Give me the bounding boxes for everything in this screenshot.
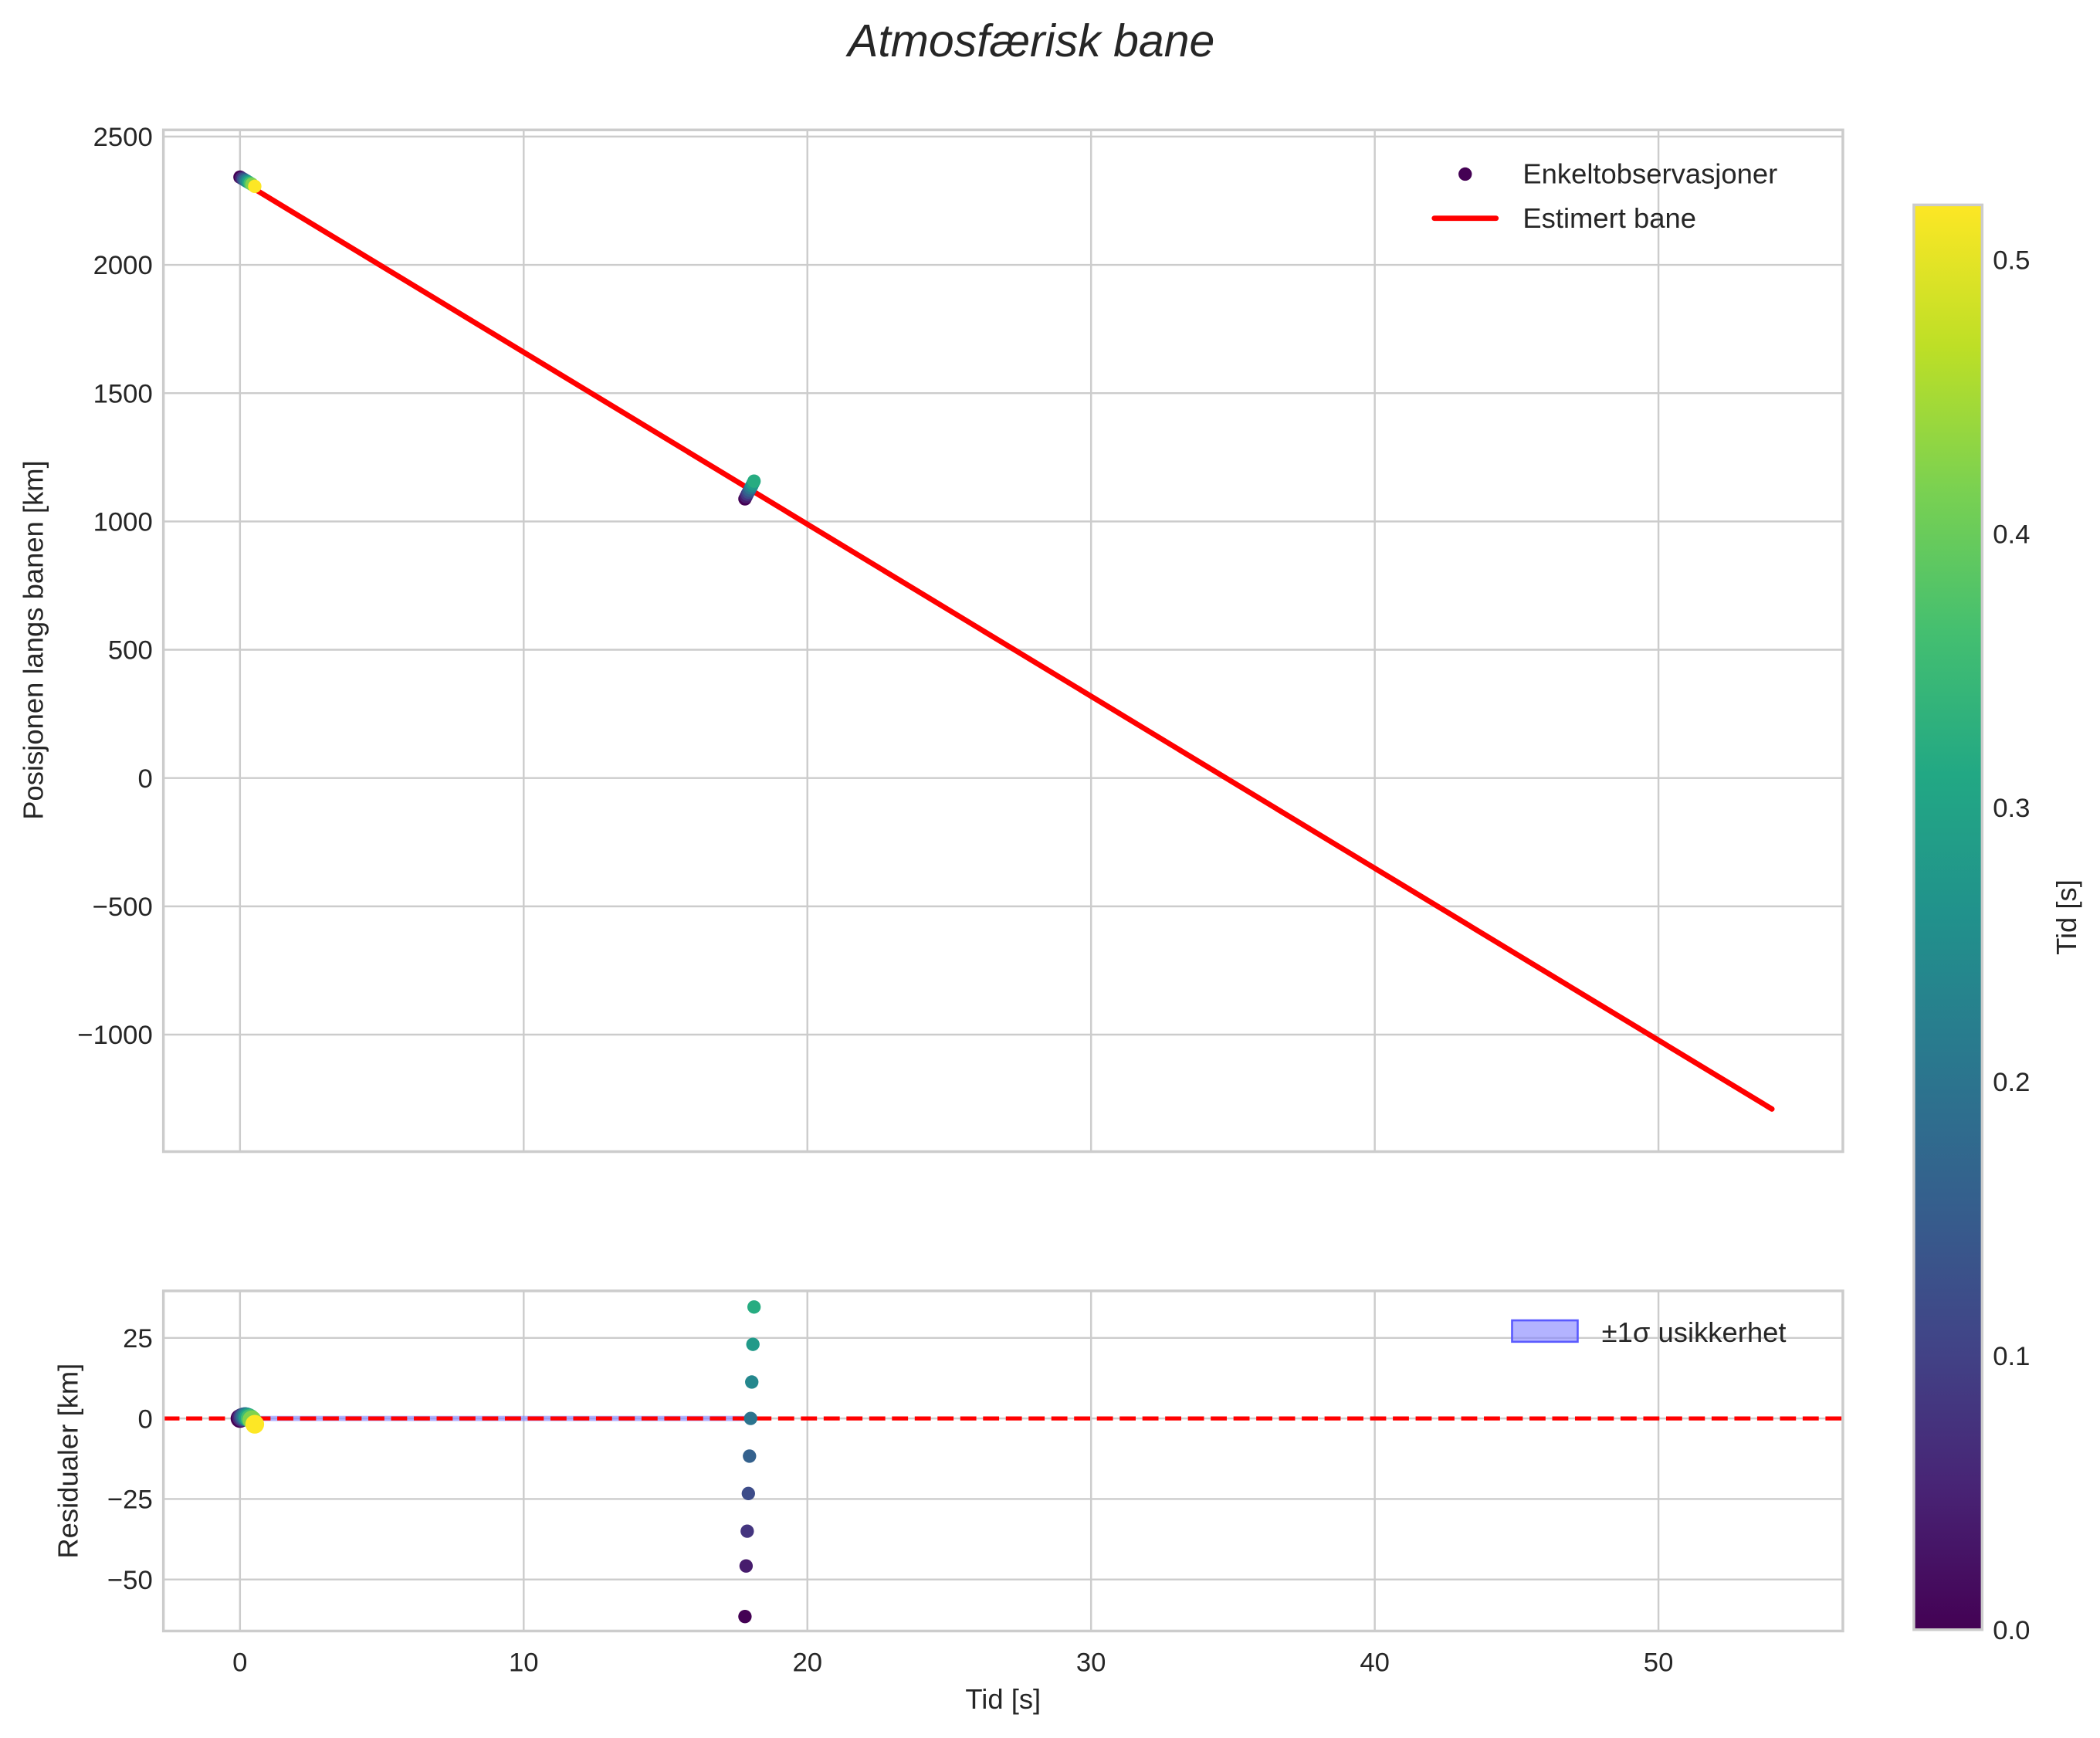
colorbar-tick-label: 0.1 — [1993, 1342, 2030, 1371]
legend-label-estimated: Estimert bane — [1522, 202, 1696, 234]
y-tick-label: 500 — [108, 636, 153, 666]
legend-label-uncertainty: ±1σ usikkerhet — [1602, 1316, 1787, 1348]
residual-point — [738, 1610, 752, 1624]
x-ticks: 0 10 20 30 40 50 — [232, 1648, 1673, 1677]
residual-points — [230, 1300, 761, 1624]
legend-dot-icon — [1458, 167, 1472, 181]
residuals-y-ticks: 25 0 −25 −50 — [107, 1324, 153, 1595]
x-tick-label: 40 — [1360, 1648, 1390, 1677]
colorbar-tick-label: 0.4 — [1993, 520, 2030, 549]
colorbar-gradient — [1912, 203, 1984, 1631]
colorbar-tick-label: 0.2 — [1993, 1068, 2030, 1097]
y-tick-label: 2500 — [93, 123, 153, 152]
residuals-grid — [163, 1290, 1843, 1631]
colorbar: 0.0 0.1 0.2 0.3 0.4 0.5 Tid [s] — [1912, 203, 2082, 1645]
y-tick-label: −500 — [93, 893, 153, 922]
x-tick-label: 10 — [509, 1648, 539, 1677]
trajectory-legend: Enkeltobservasjoner Estimert bane — [1431, 158, 1777, 234]
residual-point — [245, 1414, 265, 1434]
y-tick-label: 0 — [137, 1404, 152, 1434]
x-tick-label: 50 — [1644, 1648, 1674, 1677]
residuals-axes: 25 0 −25 −50 0 10 20 30 40 50 Residualer [km] Ti… — [52, 1289, 1844, 1715]
chart-title: Atmosfærisk bane — [845, 16, 1214, 66]
legend-patch-icon — [1511, 1319, 1579, 1343]
y-tick-label: −25 — [107, 1486, 153, 1515]
y-tick-label: 1500 — [93, 379, 153, 408]
trajectory-axes-frame — [161, 128, 1844, 1154]
trajectory-grid — [163, 130, 1843, 1152]
x-tick-label: 0 — [232, 1648, 247, 1677]
trajectory-y-label: Posisjonen langs banen [km] — [18, 460, 49, 819]
residual-point — [740, 1524, 754, 1538]
residual-point — [746, 1337, 760, 1351]
y-tick-label: −50 — [107, 1566, 153, 1595]
colorbar-tick-label: 0.3 — [1993, 794, 2030, 823]
x-tick-label: 20 — [792, 1648, 822, 1677]
residual-point — [743, 1411, 757, 1425]
residual-point — [741, 1486, 755, 1500]
x-tick-label: 30 — [1076, 1648, 1106, 1677]
trajectory-axes: 2500 2000 1500 1000 500 0 −500 −1000 Posisjonen… — [18, 123, 1844, 1154]
residuals-legend: ±1σ usikkerhet — [1511, 1316, 1787, 1348]
observation-point — [747, 474, 761, 488]
residual-point — [743, 1449, 757, 1463]
trajectory-y-ticks: 2500 2000 1500 1000 500 0 −500 −1000 — [77, 123, 152, 1050]
x-axis-label: Tid [s] — [965, 1683, 1041, 1715]
residual-point — [739, 1559, 754, 1573]
y-tick-label: 2000 — [93, 251, 153, 280]
residual-point — [745, 1375, 759, 1389]
y-tick-label: −1000 — [77, 1021, 152, 1050]
residual-point — [747, 1300, 761, 1314]
y-tick-label: 1000 — [93, 508, 153, 537]
legend-label-observations: Enkeltobservasjoner — [1522, 158, 1777, 190]
colorbar-tick-label: 0.0 — [1993, 1616, 2030, 1645]
residuals-axes-frame — [161, 1289, 1844, 1633]
residuals-y-label: Residualer [km] — [52, 1364, 84, 1559]
y-tick-label: 0 — [137, 764, 152, 794]
observation-point — [248, 179, 262, 194]
colorbar-ticks: 0.0 0.1 0.2 0.3 0.4 0.5 — [1993, 246, 2030, 1645]
y-tick-label: 25 — [123, 1324, 153, 1353]
fit-line — [237, 177, 1775, 1112]
colorbar-tick-label: 0.5 — [1993, 246, 2030, 275]
estimated-trajectory-line — [237, 177, 1775, 1112]
colorbar-label: Tid [s] — [2051, 879, 2082, 955]
observation-points — [233, 170, 761, 506]
